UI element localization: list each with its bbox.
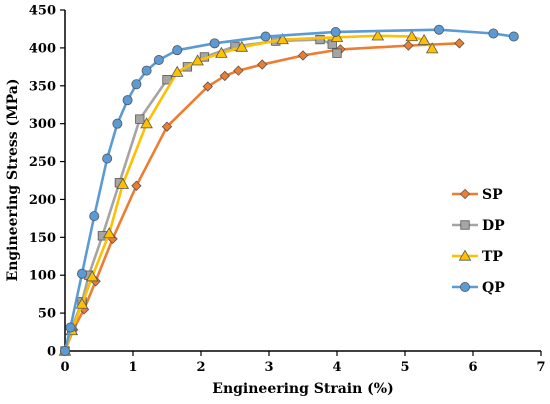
- y-tick-label: 300: [29, 117, 56, 132]
- data-point-qp: [488, 28, 499, 39]
- legend-label: DP: [482, 218, 505, 234]
- series-line-dp: [63, 38, 339, 353]
- x-tick-label: 2: [196, 360, 205, 375]
- data-point-qp: [112, 118, 123, 129]
- x-tick-label: 3: [264, 360, 273, 375]
- data-point-tp: [215, 46, 228, 58]
- data-point-qp: [141, 65, 152, 76]
- data-point-sp: [403, 40, 414, 51]
- legend-item-tp: TP: [452, 249, 503, 265]
- data-point-qp: [330, 26, 341, 37]
- data-point-qp: [153, 55, 164, 66]
- y-tick-label: 350: [29, 79, 56, 94]
- y-tick-label: 50: [38, 307, 56, 322]
- axes: [64, 10, 541, 352]
- y-tick-label: 200: [29, 193, 56, 208]
- data-point-sp: [297, 50, 309, 61]
- data-point-qp: [433, 24, 444, 35]
- data-point-qp: [60, 345, 71, 356]
- data-point-dp: [315, 34, 325, 45]
- data-point-sp: [161, 121, 173, 132]
- x-tick-label: 7: [536, 360, 545, 375]
- y-tick-label: 0: [47, 345, 56, 360]
- x-ticks: 0 1 2 3 4 5 6 7: [60, 351, 546, 375]
- data-point-qp: [65, 322, 76, 333]
- x-tick-label: 0: [60, 360, 69, 375]
- data-point-qp: [131, 79, 142, 90]
- data-point-qp: [77, 268, 88, 279]
- series-qp: [60, 24, 519, 356]
- x-tick-label: 4: [332, 360, 341, 375]
- x-tick-label: 1: [128, 360, 137, 375]
- data-point-tp: [405, 30, 419, 42]
- series-line-sp: [63, 42, 461, 353]
- data-point-qp: [122, 95, 133, 106]
- series-line-qp: [63, 28, 516, 353]
- data-point-qp: [260, 31, 271, 42]
- series-line-tp: [63, 34, 434, 353]
- data-point-qp: [102, 153, 113, 164]
- data-point-tp: [170, 65, 184, 77]
- data-point-tp: [191, 54, 204, 66]
- y-tick-label: 150: [29, 231, 56, 246]
- legend-swatch-marker: [460, 220, 470, 230]
- legend-swatch-marker: [459, 188, 471, 200]
- data-point-sp: [233, 65, 244, 76]
- data-point-sp: [454, 38, 465, 49]
- legend: SP DP TP QP: [452, 187, 505, 296]
- data-point-tp: [140, 117, 153, 129]
- y-tick-label: 450: [29, 4, 56, 19]
- data-point-qp: [209, 38, 220, 49]
- y-tick-label: 100: [29, 269, 56, 284]
- x-axis-title: Engineering Strain (%): [212, 381, 393, 397]
- data-point-tp: [75, 297, 89, 309]
- legend-label: SP: [482, 187, 503, 203]
- legend-item-qp: QP: [452, 280, 505, 296]
- data-point-tp: [235, 40, 249, 52]
- data-point-sp: [202, 81, 213, 92]
- data-point-tp: [85, 270, 99, 282]
- series-layer: [58, 24, 519, 357]
- data-point-tp: [371, 29, 385, 41]
- data-point-qp: [89, 211, 100, 222]
- y-axis-title: Engineering Stress (MPa): [5, 79, 21, 282]
- legend-swatch-marker: [458, 249, 472, 261]
- legend-item-dp: DP: [452, 218, 505, 234]
- data-point-tp: [276, 33, 289, 45]
- data-point-tp: [116, 177, 130, 189]
- legend-swatch-marker: [459, 281, 470, 292]
- data-point-tp: [425, 42, 439, 54]
- x-tick-label: 6: [468, 360, 477, 375]
- series-dp: [60, 34, 342, 356]
- legend-label: QP: [482, 280, 505, 296]
- data-point-tp: [417, 33, 431, 45]
- legend-label: TP: [482, 249, 503, 265]
- x-tick-label: 5: [400, 360, 409, 375]
- data-point-dp: [332, 48, 342, 58]
- data-point-qp: [172, 45, 183, 56]
- data-point-tp: [102, 227, 116, 239]
- data-point-sp: [131, 180, 142, 191]
- y-ticks: 0 50 100 150 200 250 300 350 400 450: [29, 4, 65, 360]
- y-tick-label: 400: [29, 41, 56, 56]
- series-sp: [59, 38, 465, 357]
- y-tick-label: 250: [29, 155, 56, 170]
- legend-item-sp: SP: [452, 187, 503, 203]
- data-point-sp: [257, 59, 268, 70]
- data-point-sp: [219, 70, 230, 82]
- data-point-qp: [508, 31, 519, 42]
- data-point-dp: [135, 114, 145, 124]
